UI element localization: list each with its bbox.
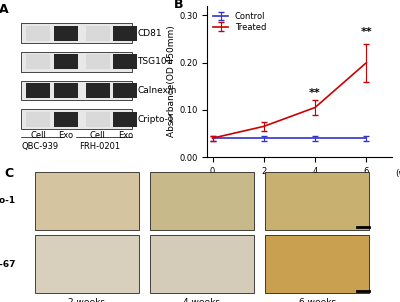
Bar <box>150 172 254 230</box>
Text: Cripto-1: Cripto-1 <box>137 115 174 124</box>
Bar <box>86 54 110 69</box>
Legend: Control, Treated: Control, Treated <box>212 10 268 33</box>
Bar <box>150 235 254 294</box>
Bar <box>26 83 50 98</box>
Bar <box>35 235 138 294</box>
Bar <box>54 83 78 98</box>
Text: Exo: Exo <box>118 131 133 140</box>
Text: **: ** <box>360 27 372 37</box>
Text: Cripto-1: Cripto-1 <box>0 196 16 205</box>
Bar <box>113 83 137 98</box>
Bar <box>113 26 137 41</box>
Bar <box>113 54 137 69</box>
Text: Exo: Exo <box>58 131 74 140</box>
Text: B: B <box>174 0 184 11</box>
Text: **: ** <box>309 88 321 98</box>
Text: CD81: CD81 <box>137 29 162 38</box>
Bar <box>26 112 50 127</box>
Bar <box>86 26 110 41</box>
Text: (week): (week) <box>396 169 400 178</box>
Text: Cell: Cell <box>90 131 106 140</box>
Bar <box>265 172 369 230</box>
Text: C: C <box>4 167 13 180</box>
Bar <box>26 26 50 41</box>
Text: 2 weeks: 2 weeks <box>68 298 105 302</box>
Text: TSG101: TSG101 <box>137 57 173 66</box>
Bar <box>21 109 132 129</box>
Bar <box>21 52 132 72</box>
Bar <box>35 172 138 230</box>
Bar <box>86 112 110 127</box>
Bar <box>26 54 50 69</box>
Bar <box>54 54 78 69</box>
Text: FRH-0201: FRH-0201 <box>79 142 120 151</box>
Text: Calnexin: Calnexin <box>137 86 177 95</box>
Text: Cell: Cell <box>30 131 46 140</box>
Bar <box>265 235 369 294</box>
Text: A: A <box>0 3 8 16</box>
Bar <box>113 112 137 127</box>
Bar <box>21 24 132 43</box>
Text: ki-67: ki-67 <box>0 260 16 269</box>
Bar <box>86 83 110 98</box>
Text: 4 weeks: 4 weeks <box>184 298 220 302</box>
Y-axis label: Absorbance(OD 450mm): Absorbance(OD 450mm) <box>167 26 176 137</box>
Text: 6 weeks: 6 weeks <box>298 298 336 302</box>
Text: QBC-939: QBC-939 <box>22 142 59 151</box>
Bar <box>54 26 78 41</box>
Bar <box>54 112 78 127</box>
Bar <box>21 81 132 100</box>
